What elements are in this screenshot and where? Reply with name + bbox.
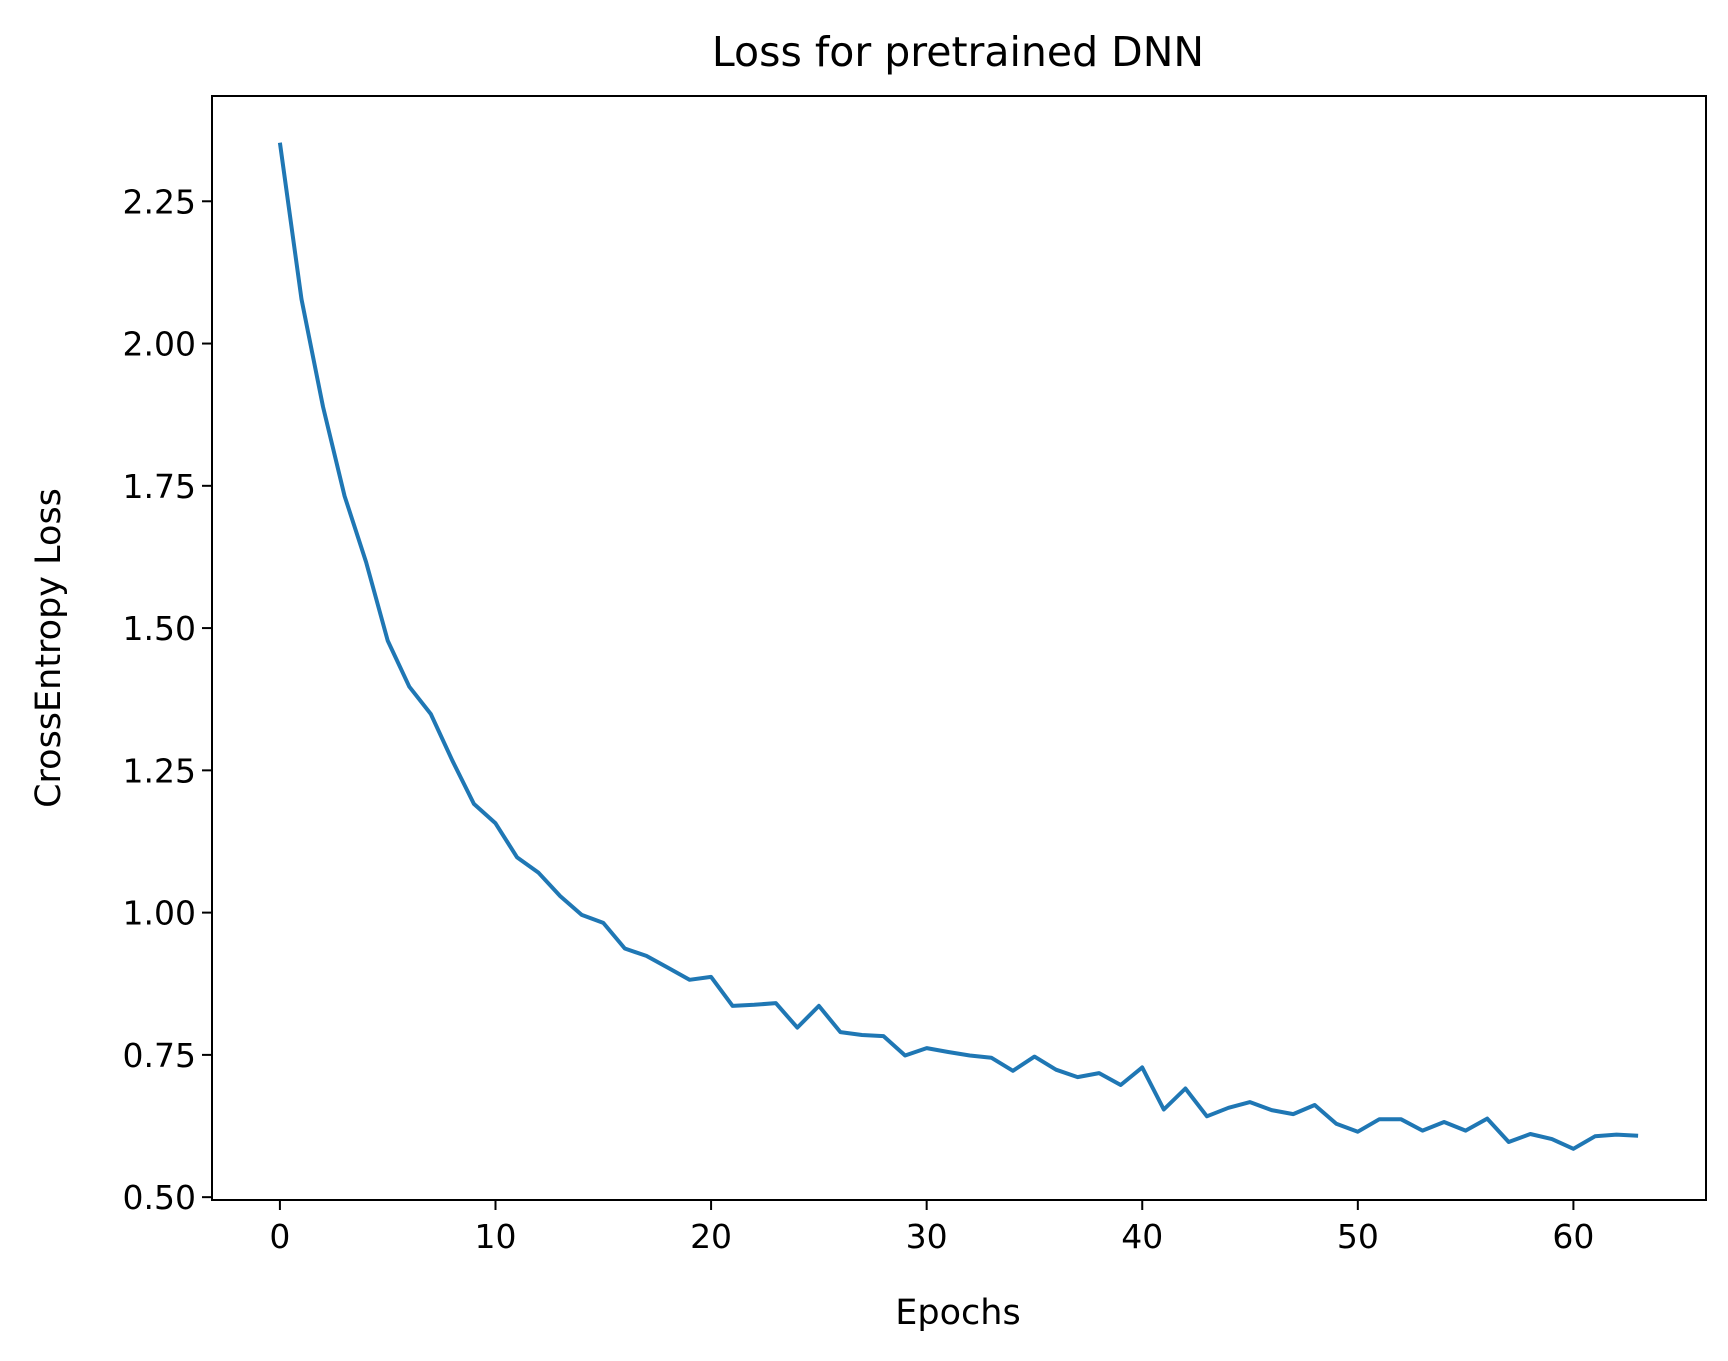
plot-series <box>277 142 1639 1151</box>
x-tick-label: 30 <box>906 1217 948 1256</box>
y-axis: 0.50 0.75 1.00 1.25 1.50 1.75 2.00 2.25 <box>123 182 212 1217</box>
y-tick-label: 1.75 <box>123 467 196 506</box>
x-tick-label: 10 <box>474 1217 516 1256</box>
x-tick-label: 20 <box>690 1217 732 1256</box>
loss-series-line <box>277 142 1639 1151</box>
x-tick-label: 50 <box>1337 1217 1379 1256</box>
x-tick-label: 60 <box>1552 1217 1594 1256</box>
plot-area-frame <box>211 95 1707 1201</box>
chart-title: Loss for pretrained DNN <box>712 28 1204 76</box>
x-axis-label: Epochs <box>895 1293 1020 1333</box>
y-tick-label: 0.50 <box>123 1178 196 1217</box>
x-tick-label: 0 <box>269 1217 290 1256</box>
y-tick-label: 0.75 <box>123 1036 196 1075</box>
y-tick-label: 1.00 <box>123 894 196 933</box>
y-tick-label: 1.25 <box>123 751 196 790</box>
y-tick-label: 2.25 <box>123 182 196 221</box>
y-tick-label: 1.50 <box>123 609 196 648</box>
x-axis: 0 10 20 30 40 50 60 <box>269 1200 1594 1256</box>
y-axis-label: CrossEntropy Loss <box>29 488 69 808</box>
x-tick-label: 40 <box>1121 1217 1163 1256</box>
y-tick-label: 2.00 <box>123 325 196 364</box>
